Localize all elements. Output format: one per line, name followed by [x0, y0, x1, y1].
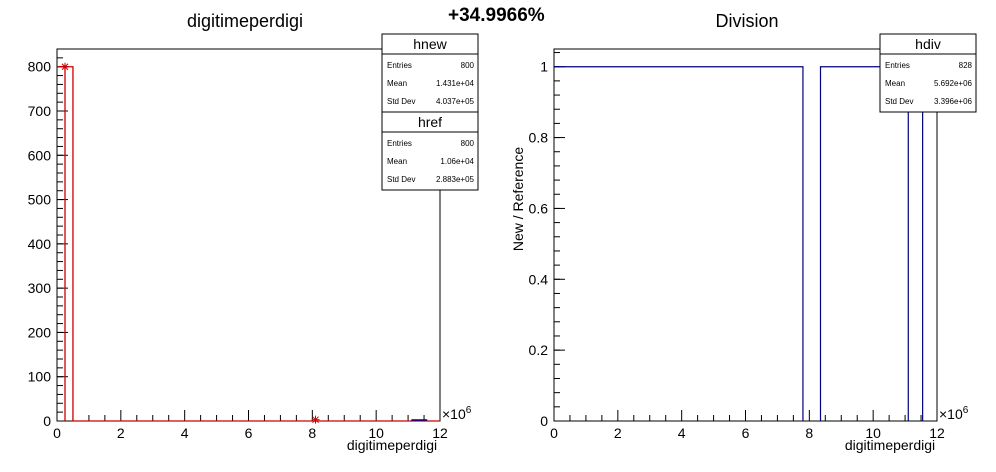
- series-hnew-marker: [60, 62, 69, 71]
- stats-row-value: 1.06e+04: [440, 157, 474, 166]
- x-tick-label: 6: [245, 425, 253, 441]
- stats-box-frame: [879, 33, 977, 113]
- x-axis-multiplier: ×106: [442, 405, 472, 422]
- stats-box-href: href Entries 800 Mean 1.06e+04 Std Dev 2.883e+…: [381, 111, 479, 191]
- series-hdiv-step: [554, 66, 804, 421]
- y-tick-label: 0: [540, 413, 548, 429]
- series-hdiv-step: [819, 66, 909, 421]
- stats-row-value: 5.692e+06: [934, 79, 973, 88]
- y-tick-label: 0: [43, 413, 51, 429]
- x-tick-label: 8: [308, 425, 316, 441]
- stats-row-label: Std Dev: [387, 97, 415, 106]
- y-tick-label: 0.4: [529, 271, 549, 287]
- marker-stroke: [61, 63, 69, 71]
- stats-row-label: Std Dev: [387, 175, 415, 184]
- stats-box-frame: [381, 111, 479, 191]
- x-tick-label: 12: [929, 425, 945, 441]
- x-axis-multiplier: ×106: [939, 405, 969, 422]
- x-tick-label: 0: [53, 425, 61, 441]
- stats-row-label: Mean: [387, 79, 407, 88]
- x-tick-label: 4: [181, 425, 189, 441]
- stats-box-title: hnew: [413, 36, 447, 52]
- y-tick-label: 200: [28, 324, 52, 340]
- y-tick-label: 300: [28, 280, 52, 296]
- x-tick-label: 2: [117, 425, 125, 441]
- stats-box-title: hdiv: [915, 36, 941, 52]
- chart-title: digitimeperdigi: [187, 11, 303, 31]
- y-tick-label: 800: [28, 59, 52, 75]
- header-percent: +34.9966%: [448, 5, 545, 26]
- y-tick-label: 100: [28, 369, 52, 385]
- x-tick-label: 0: [550, 425, 558, 441]
- y-tick-label: 600: [28, 147, 52, 163]
- stats-row-label: Entries: [387, 139, 412, 148]
- stats-row-value: 3.396e+06: [934, 97, 973, 106]
- stats-row-value: 1.431e+04: [436, 79, 475, 88]
- y-tick-label: 0.6: [529, 200, 549, 216]
- marker-stroke: [312, 416, 319, 424]
- series-hnew-marker: [311, 415, 320, 424]
- x-axis-label: digitimeperdigi: [347, 437, 437, 453]
- stats-row-value: 2.883e+05: [436, 175, 475, 184]
- x-tick-label: 10: [368, 425, 384, 441]
- stats-row-value: 800: [461, 139, 475, 148]
- x-tick-label: 8: [805, 425, 813, 441]
- stats-row-label: Mean: [387, 157, 407, 166]
- chart-title: Division: [715, 11, 778, 31]
- chart-panel-2: Division 0 2 4 6 8 10 12 0 0.2 0.4 0.6 0.8 1 ×106digit…: [510, 11, 977, 453]
- x-tick-label: 6: [742, 425, 750, 441]
- stats-row-value: 4.037e+05: [436, 97, 475, 106]
- x-tick-label: 2: [614, 425, 622, 441]
- y-tick-label: 500: [28, 192, 52, 208]
- y-tick-label: 700: [28, 103, 52, 119]
- x-axis-label: digitimeperdigi: [845, 437, 935, 453]
- stats-row-label: Std Dev: [885, 97, 913, 106]
- y-axis-label: New / Reference: [510, 147, 526, 251]
- y-tick-label: 400: [28, 236, 52, 252]
- y-tick-label: 1: [540, 59, 548, 75]
- stats-box-hdiv: hdiv Entries 828 Mean 5.692e+06 Std Dev 3.396e…: [879, 33, 977, 113]
- stats-box-frame: [381, 33, 479, 113]
- y-tick-label: 0.8: [529, 130, 549, 146]
- stats-row-label: Entries: [885, 61, 910, 70]
- chart-panel-1: digitimeperdigi 0 2 4 6 8 10 12 0 100 200 300 400 500…: [28, 11, 479, 453]
- stats-row-label: Mean: [885, 79, 905, 88]
- x-tick-label: 4: [678, 425, 686, 441]
- stats-row-value: 800: [461, 61, 475, 70]
- stats-row-label: Entries: [387, 61, 412, 70]
- x-tick-label: 10: [865, 425, 881, 441]
- x-tick-label: 12: [432, 425, 448, 441]
- stats-box-title: href: [418, 114, 442, 130]
- series-hdiv-step: [922, 66, 937, 421]
- stats-row-value: 828: [959, 61, 973, 70]
- y-tick-label: 0.2: [529, 342, 549, 358]
